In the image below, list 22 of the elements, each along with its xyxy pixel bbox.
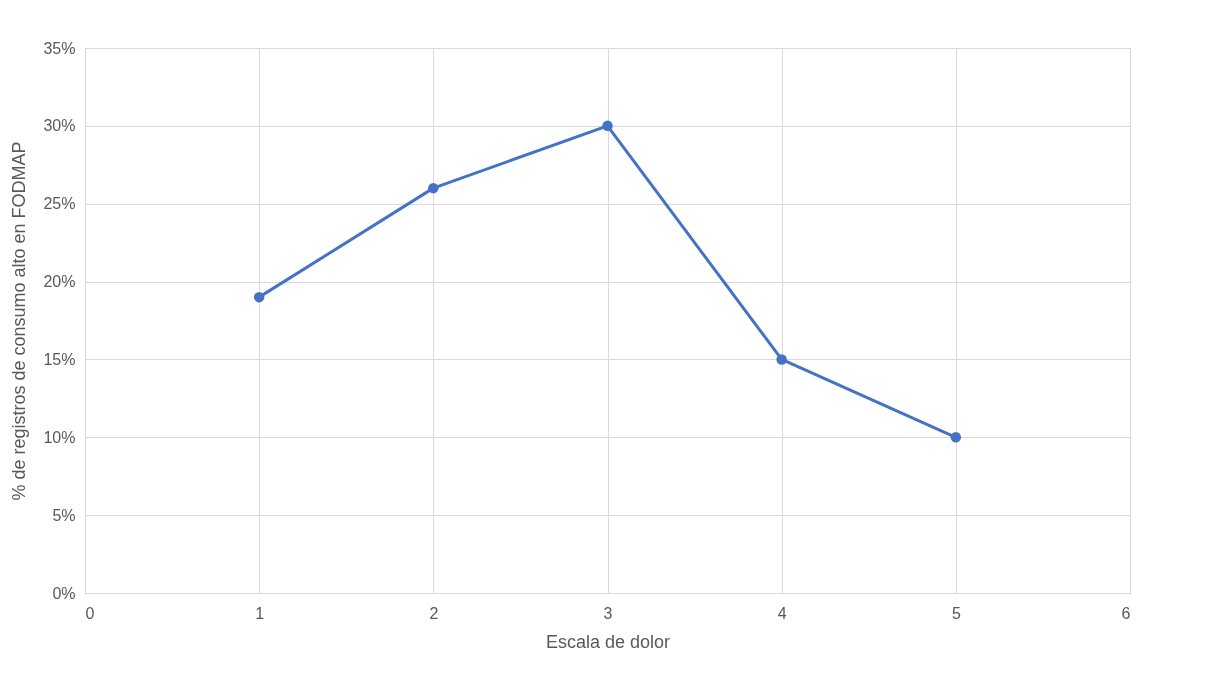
x-tick-label: 3	[603, 604, 613, 622]
y-tick-label: 15%	[43, 350, 76, 368]
y-tick-label: 0%	[52, 584, 76, 602]
x-tick-label: 0	[85, 604, 95, 622]
point	[428, 182, 439, 194]
x-tick-label: 4	[777, 604, 787, 622]
x-tick-label: 2	[429, 604, 439, 622]
x-tick-label: 5	[951, 604, 961, 622]
y-tick-label: 25%	[43, 195, 76, 213]
y-tick-label: 35%	[43, 39, 76, 57]
y-axis-title: % de registros de consumo alto en FODMAP	[9, 141, 30, 501]
y-tick-label: 5%	[52, 506, 76, 524]
y-tick-label: 10%	[43, 428, 76, 446]
x-axis-title: Escala de dolor	[545, 631, 671, 652]
x-tick-label: 1	[255, 604, 265, 622]
point	[602, 120, 613, 132]
y-tick-label: 20%	[43, 273, 76, 291]
y-tick-label: 30%	[43, 117, 76, 135]
x-tick-label: 6	[1121, 604, 1131, 622]
point	[253, 291, 265, 303]
point	[950, 432, 962, 443]
point	[776, 354, 787, 365]
